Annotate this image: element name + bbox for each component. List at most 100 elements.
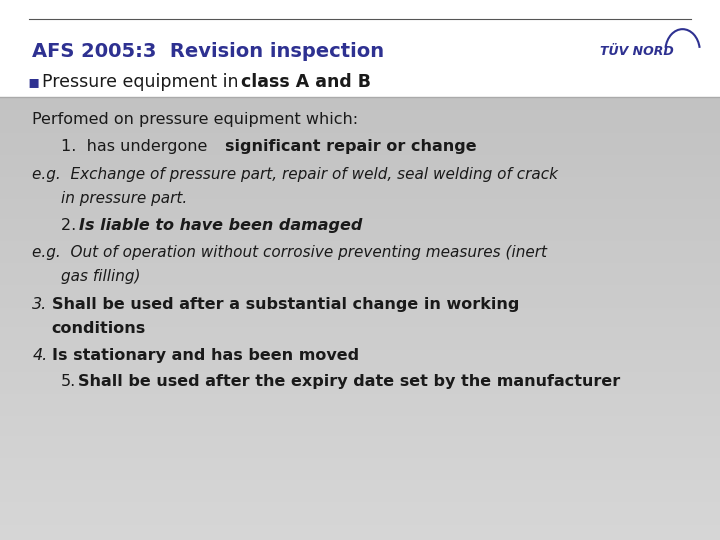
Bar	[0, 329, 720, 332]
Bar	[0, 363, 720, 365]
Bar	[0, 531, 720, 534]
Bar	[0, 190, 720, 192]
Bar	[0, 425, 720, 427]
Bar	[0, 139, 720, 141]
Bar	[0, 347, 720, 349]
Bar	[0, 131, 720, 133]
Text: Is stationary and has been moved: Is stationary and has been moved	[52, 348, 359, 363]
Bar	[0, 0, 720, 97]
Text: TÜV NORD: TÜV NORD	[600, 45, 674, 58]
Bar	[0, 474, 720, 476]
Bar	[0, 465, 720, 467]
Bar	[0, 117, 720, 119]
Bar	[0, 405, 720, 407]
Bar	[0, 469, 720, 471]
Bar	[0, 325, 720, 327]
Bar	[0, 327, 720, 329]
Bar	[0, 232, 720, 234]
Bar	[0, 526, 720, 529]
Bar	[0, 323, 720, 325]
Bar	[0, 507, 720, 509]
Bar	[0, 286, 720, 288]
Bar	[0, 436, 720, 438]
Bar	[0, 111, 720, 113]
Bar	[0, 381, 720, 383]
Bar	[0, 248, 720, 250]
Bar	[0, 441, 720, 443]
Bar	[0, 261, 720, 263]
Bar	[0, 141, 720, 144]
Bar	[0, 491, 720, 494]
Bar	[0, 206, 720, 208]
Bar	[0, 374, 720, 376]
Bar	[0, 379, 720, 381]
Bar	[0, 524, 720, 526]
Bar	[0, 518, 720, 520]
Bar	[0, 387, 720, 389]
Bar	[0, 416, 720, 418]
Bar	[0, 445, 720, 447]
Bar	[0, 268, 720, 270]
Text: in pressure part.: in pressure part.	[61, 191, 187, 206]
Bar	[0, 538, 720, 540]
Bar	[0, 199, 720, 201]
Bar	[0, 259, 720, 261]
Bar	[0, 181, 720, 184]
Bar	[0, 303, 720, 305]
Text: significant repair or change: significant repair or change	[225, 139, 477, 154]
Bar	[0, 150, 720, 153]
Bar	[0, 321, 720, 323]
Bar	[0, 401, 720, 403]
Bar	[0, 170, 720, 172]
Bar	[0, 409, 720, 411]
Bar	[0, 336, 720, 339]
Bar	[0, 310, 720, 312]
Bar	[0, 511, 720, 514]
Bar	[0, 104, 720, 106]
Bar	[0, 228, 720, 230]
Bar	[0, 290, 720, 292]
Bar	[0, 403, 720, 405]
Bar	[0, 414, 720, 416]
Bar	[0, 252, 720, 254]
Bar	[0, 133, 720, 135]
Bar	[0, 389, 720, 392]
Bar	[0, 102, 720, 104]
Bar	[0, 339, 720, 341]
Bar	[0, 354, 720, 356]
Bar	[0, 372, 720, 374]
Text: Perfomed on pressure equipment which:: Perfomed on pressure equipment which:	[32, 112, 359, 127]
Bar	[0, 254, 720, 256]
Bar	[0, 467, 720, 469]
Bar	[0, 429, 720, 431]
Bar	[0, 396, 720, 399]
Bar	[0, 276, 720, 279]
Bar	[0, 148, 720, 150]
Bar	[0, 369, 720, 372]
Text: Shall be used after a substantial change in working: Shall be used after a substantial change…	[52, 296, 519, 312]
Bar	[0, 115, 720, 117]
Bar	[0, 451, 720, 454]
Bar	[0, 411, 720, 414]
Bar	[0, 214, 720, 217]
Bar	[0, 230, 720, 232]
Bar	[0, 462, 720, 465]
Bar	[0, 476, 720, 478]
Bar	[0, 458, 720, 460]
Text: AFS 2005:3  Revision inspection: AFS 2005:3 Revision inspection	[32, 42, 384, 61]
Bar	[0, 153, 720, 155]
Bar	[0, 99, 720, 102]
Bar	[0, 385, 720, 387]
Text: 5.: 5.	[61, 374, 76, 389]
Bar	[0, 119, 720, 122]
Bar	[0, 168, 720, 170]
Bar	[0, 438, 720, 441]
Bar	[0, 288, 720, 290]
Bar	[0, 365, 720, 367]
Text: e.g.  Out of operation without corrosive preventing measures (inert: e.g. Out of operation without corrosive …	[32, 245, 547, 260]
Bar	[0, 157, 720, 159]
Bar	[0, 319, 720, 321]
Bar	[0, 427, 720, 429]
Text: Is liable to have been damaged: Is liable to have been damaged	[79, 218, 363, 233]
Bar	[0, 135, 720, 137]
